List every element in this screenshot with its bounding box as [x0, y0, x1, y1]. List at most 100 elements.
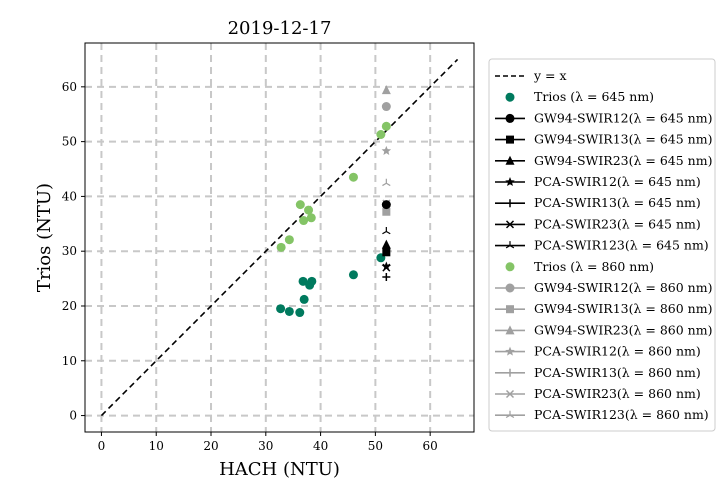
data-point — [382, 248, 391, 257]
data-point — [295, 308, 305, 318]
legend-label: Trios (λ = 645 nm) — [534, 89, 654, 104]
y-tick-label: 10 — [62, 354, 77, 368]
legend-label: PCA-SWIR23(λ = 645 nm) — [534, 216, 701, 231]
data-point — [304, 205, 314, 215]
legend: y = x Trios (λ = 645 nm) GW94-SWIR12(λ = 6… — [488, 58, 716, 432]
legend-item: Trios (λ = 645 nm) — [505, 89, 654, 104]
data-point — [381, 102, 391, 112]
data-point — [382, 263, 391, 272]
x-tick-label: 50 — [368, 439, 383, 453]
data-point — [376, 129, 386, 139]
legend-label: GW94-SWIR12(λ = 645 nm) — [534, 110, 712, 125]
x-tick-label: 30 — [258, 439, 273, 453]
legend-label: PCA-SWIR123(λ = 860 nm) — [534, 407, 709, 422]
data-point — [295, 200, 305, 210]
legend-label: PCA-SWIR123(λ = 645 nm) — [534, 238, 709, 253]
data-point — [299, 294, 309, 304]
legend-label: y = x — [533, 68, 567, 83]
x-tick-label: 0 — [98, 439, 106, 453]
data-point — [284, 306, 294, 316]
legend-item: PCA-SWIR123(λ = 860 nm) — [495, 407, 709, 422]
legend-label: GW94-SWIR23(λ = 860 nm) — [534, 322, 712, 337]
axes-ticks: 0 10 20 30 40 50 60 0 10 20 30 40 50 60 — [62, 80, 438, 453]
data-point — [306, 213, 316, 223]
data-point — [284, 235, 294, 245]
data-point — [382, 207, 391, 216]
legend-item: PCA-SWIR13(λ = 860 nm) — [495, 365, 701, 380]
legend-box — [488, 58, 716, 432]
legend-label: GW94-SWIR12(λ = 860 nm) — [534, 280, 712, 295]
data-point — [299, 216, 309, 226]
legend-marker — [506, 199, 514, 208]
legend-marker — [505, 325, 515, 335]
data-point — [381, 85, 391, 95]
identity-line — [100, 58, 459, 417]
legend-item: GW94-SWIR12(λ = 860 nm) — [495, 280, 712, 295]
legend-marker — [505, 155, 515, 165]
legend-marker — [505, 389, 515, 399]
data-point — [307, 276, 317, 286]
y-tick-label: 40 — [62, 189, 77, 203]
data-point — [381, 239, 391, 249]
data-point — [381, 261, 392, 271]
data-point — [276, 304, 286, 314]
x-tick-label: 10 — [149, 439, 164, 453]
legend-marker — [505, 92, 515, 102]
legend-marker — [506, 135, 514, 144]
legend-label: GW94-SWIR13(λ = 860 nm) — [534, 301, 712, 316]
grid — [85, 43, 474, 432]
data-point — [298, 276, 308, 286]
legend-item: GW94-SWIR13(λ = 645 nm) — [495, 132, 712, 147]
x-tick-label: 40 — [313, 439, 328, 453]
legend-label: PCA-SWIR13(λ = 860 nm) — [534, 365, 701, 380]
data-point — [381, 200, 391, 210]
legend-marker — [505, 241, 515, 249]
legend-marker — [506, 368, 514, 377]
legend-item: GW94-SWIR13(λ = 860 nm) — [495, 301, 712, 316]
legend-item: Trios (λ = 860 nm) — [505, 259, 654, 274]
data-point — [382, 272, 391, 281]
legend-label: PCA-SWIR12(λ = 645 nm) — [534, 174, 701, 189]
legend-label: PCA-SWIR12(λ = 860 nm) — [534, 344, 701, 359]
y-axis-label: Trios (NTU) — [34, 183, 55, 292]
legend-marker — [505, 177, 515, 187]
legend-item: GW94-SWIR23(λ = 860 nm) — [495, 322, 712, 337]
data-point — [276, 242, 286, 252]
legend-marker — [505, 346, 515, 356]
legend-item: GW94-SWIR12(λ = 645 nm) — [495, 110, 712, 125]
plot-data — [100, 58, 459, 417]
legend-marker — [505, 220, 515, 229]
legend-item: GW94-SWIR23(λ = 645 nm) — [495, 153, 712, 168]
data-point — [381, 145, 392, 155]
legend-item: PCA-SWIR13(λ = 645 nm) — [495, 195, 701, 210]
legend-label: PCA-SWIR13(λ = 645 nm) — [534, 195, 701, 210]
x-axis-label: HACH (NTU) — [219, 459, 340, 480]
data-point — [382, 226, 391, 235]
y-tick-label: 50 — [62, 135, 77, 149]
legend-marker — [505, 262, 515, 272]
chart-title: 2019-12-17 — [228, 18, 332, 39]
y-tick-label: 0 — [69, 409, 77, 423]
y-tick-label: 60 — [62, 80, 77, 94]
legend-item: y = x — [495, 68, 567, 83]
legend-label: Trios (λ = 860 nm) — [534, 259, 654, 274]
legend-item: PCA-SWIR23(λ = 645 nm) — [495, 216, 701, 231]
legend-marker — [506, 305, 514, 314]
legend-label: GW94-SWIR13(λ = 645 nm) — [534, 132, 712, 147]
legend-item: PCA-SWIR12(λ = 645 nm) — [495, 174, 701, 189]
x-tick-label: 20 — [203, 439, 218, 453]
y-tick-label: 20 — [62, 299, 77, 313]
data-point — [381, 121, 391, 131]
legend-marker — [505, 410, 515, 419]
legend-label: PCA-SWIR23(λ = 860 nm) — [534, 386, 701, 401]
x-tick-label: 60 — [423, 439, 438, 453]
plot-frame — [84, 42, 475, 433]
data-point — [348, 172, 358, 182]
legend-marker — [505, 283, 515, 293]
legend-item: PCA-SWIR123(λ = 645 nm) — [495, 238, 709, 253]
legend-marker — [505, 113, 515, 123]
legend-item: PCA-SWIR12(λ = 860 nm) — [495, 344, 701, 359]
data-point — [348, 270, 358, 280]
data-point — [382, 178, 391, 187]
